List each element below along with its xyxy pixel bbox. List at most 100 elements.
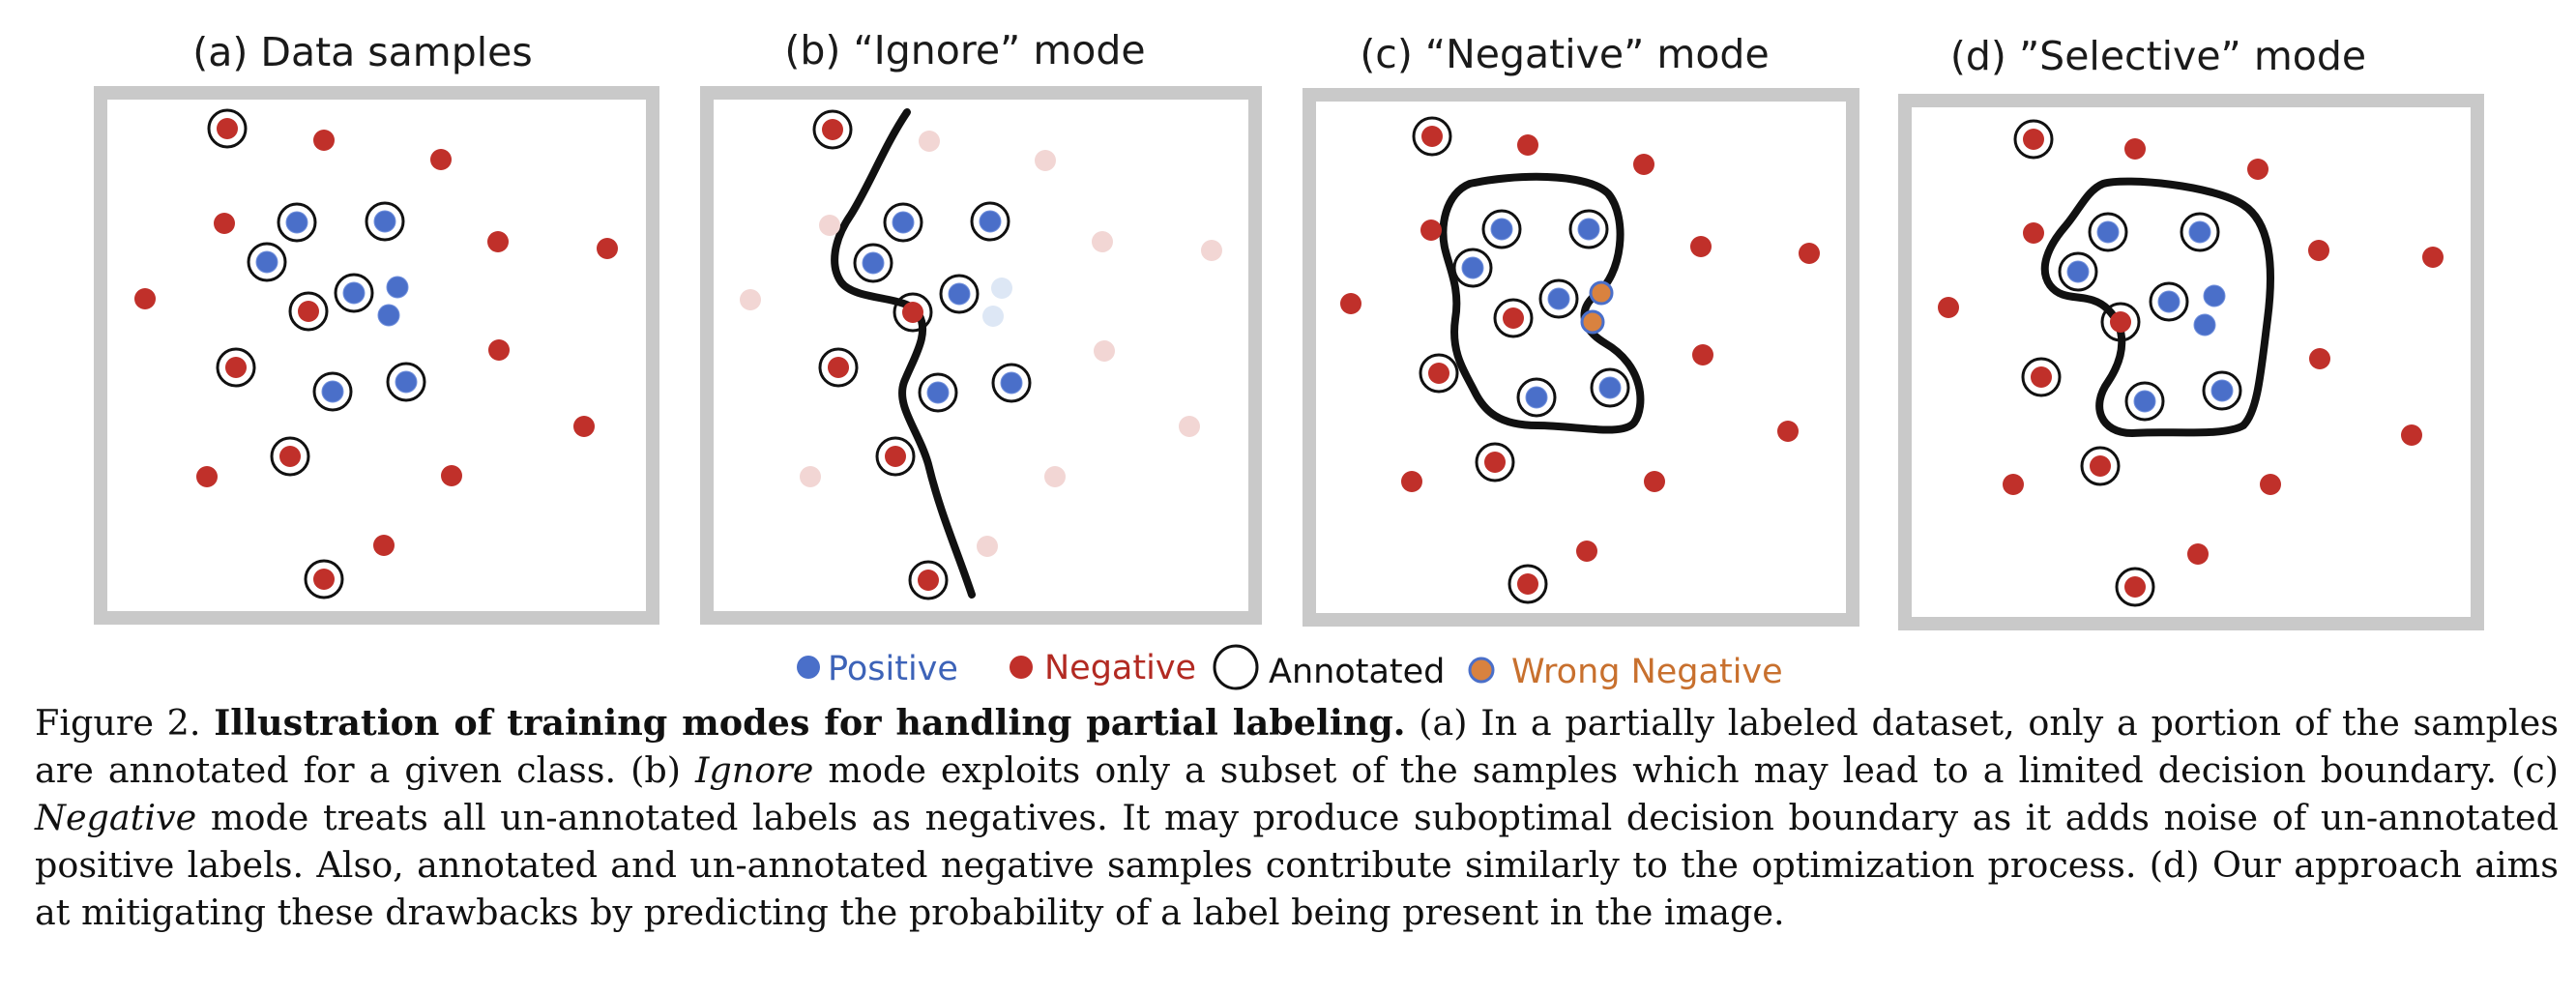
annotated-ring xyxy=(2149,281,2189,322)
negative-sample xyxy=(1633,154,1654,175)
negative-sample xyxy=(1340,293,1361,314)
annotated-ring xyxy=(2124,381,2165,422)
caption-text-1: (a) In a partially labeled dataset, only… xyxy=(35,702,2560,791)
positive-sample xyxy=(373,210,396,233)
positive-sample xyxy=(926,381,950,404)
positive-sample xyxy=(2188,220,2211,244)
negative-sample xyxy=(1938,297,1959,318)
panel-b-decision-boundary xyxy=(831,108,976,599)
annotated-ring xyxy=(1568,209,1609,249)
annotated-ring xyxy=(277,202,317,243)
unannotated-negative-sample-faded xyxy=(740,289,761,310)
positive-sample xyxy=(1490,218,1513,241)
negative-sample xyxy=(885,446,906,467)
negative-sample xyxy=(2260,474,2281,495)
negative-sample xyxy=(298,301,319,322)
negative-sample xyxy=(828,357,849,378)
positive-sample xyxy=(1577,218,1600,241)
unannotated-positive-sample-faded xyxy=(991,278,1012,299)
negative-sample xyxy=(597,238,618,259)
positive-sample xyxy=(948,282,971,306)
annotated-ring xyxy=(991,363,1032,403)
unannotated-positive-sample-faded xyxy=(982,306,1004,327)
unannotated-negative-sample-faded xyxy=(1044,466,1066,487)
panel-b-frame xyxy=(700,86,1262,625)
unannotated-negative-sample-faded xyxy=(1035,150,1056,171)
negative-sample xyxy=(1401,471,1422,492)
negative-sample xyxy=(1690,236,1712,257)
caption-bold-title: Illustration of training modes for handl… xyxy=(214,702,1406,744)
positive-sample xyxy=(862,251,885,275)
annotated-ring xyxy=(2088,212,2128,252)
annotated-ring xyxy=(939,274,980,314)
positive-sample xyxy=(386,276,409,299)
legend-wrong-negative-marker xyxy=(1468,657,1495,684)
annotated-ring xyxy=(2115,567,2155,607)
panel-c-decision-boundary xyxy=(1439,172,1645,434)
annotated-ring xyxy=(1493,298,1534,338)
positive-sample xyxy=(377,304,400,327)
legend: Positive Negative Annotated Wrong Negati… xyxy=(797,644,1783,691)
annotated-ring xyxy=(207,108,248,149)
negative-sample xyxy=(2124,138,2146,160)
negative-sample xyxy=(2308,240,2329,261)
negative-sample xyxy=(1420,219,1442,241)
annotated-ring xyxy=(1508,564,1548,604)
positive-sample xyxy=(2193,313,2216,336)
annotated-ring xyxy=(1538,278,1579,319)
legend-positive-marker xyxy=(797,656,820,679)
annotated-ring xyxy=(1452,248,1493,288)
annotated-ring xyxy=(2180,212,2220,252)
positive-sample xyxy=(321,380,344,403)
negative-sample xyxy=(2187,543,2209,565)
sample-points xyxy=(134,108,2444,607)
unannotated-negative-sample-faded xyxy=(1179,416,1200,437)
negative-sample xyxy=(2090,455,2111,477)
legend-negative-label: Negative xyxy=(1044,649,1196,687)
annotated-ring xyxy=(1590,367,1630,408)
annotated-ring xyxy=(853,243,893,283)
negative-sample xyxy=(488,339,510,361)
negative-sample xyxy=(1484,452,1506,473)
unannotated-negative-sample-faded xyxy=(1092,231,1113,252)
annotated-ring xyxy=(312,371,353,412)
annotated-ring xyxy=(216,347,256,388)
panel-d-title: (d) ”Selective” mode xyxy=(1950,33,2366,79)
negative-sample xyxy=(1503,307,1524,329)
negative-sample xyxy=(822,119,843,140)
annotated-ring xyxy=(883,202,923,243)
annotated-ring xyxy=(1516,377,1557,418)
negative-sample xyxy=(902,302,923,323)
positive-sample xyxy=(395,370,418,394)
unannotated-negative-sample-faded xyxy=(977,536,998,557)
annotated-ring xyxy=(875,436,916,477)
negative-sample xyxy=(1692,344,1713,365)
negative-sample xyxy=(573,416,595,437)
annotated-ring xyxy=(334,273,374,313)
positive-sample xyxy=(1461,256,1484,279)
annotated-ring xyxy=(386,362,426,402)
negative-sample xyxy=(1644,471,1665,492)
caption-prefix: Figure 2. xyxy=(35,702,215,744)
positive-sample xyxy=(2210,379,2234,402)
annotated-ring xyxy=(893,292,933,333)
panel-a-frame xyxy=(94,86,659,625)
unannotated-negative-sample-faded xyxy=(919,131,940,152)
caption-text-3: mode treats all un-annotated labels as n… xyxy=(35,797,2559,933)
annotated-ring xyxy=(1419,353,1459,394)
positive-sample xyxy=(2096,220,2120,244)
annotated-ring xyxy=(818,347,859,388)
positive-sample xyxy=(2203,284,2226,307)
annotated-ring xyxy=(247,242,287,282)
annotated-ring xyxy=(2100,302,2141,342)
caption-negative-word: Negative xyxy=(35,797,197,838)
annotated-ring xyxy=(970,201,1010,242)
negative-sample xyxy=(313,130,335,151)
negative-sample xyxy=(1421,126,1443,147)
negative-sample xyxy=(487,231,509,252)
annotated-ring xyxy=(2080,446,2121,486)
negative-sample xyxy=(2401,424,2422,446)
positive-sample xyxy=(2066,260,2090,283)
negative-sample xyxy=(196,466,218,487)
negative-sample xyxy=(2422,247,2444,268)
